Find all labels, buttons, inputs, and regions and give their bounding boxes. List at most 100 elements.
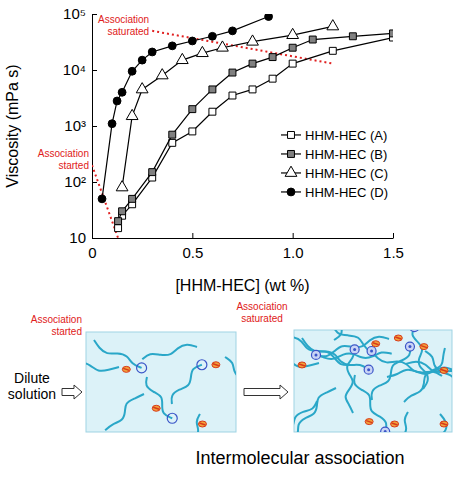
- tick: 1.0: [283, 233, 304, 261]
- hydrophobe: [167, 413, 177, 423]
- data-point: [208, 32, 216, 40]
- association-site: [391, 421, 399, 427]
- data-point: [269, 75, 276, 82]
- data-point: [156, 69, 168, 79]
- data-point: [390, 30, 393, 37]
- hydrophobe: [137, 363, 147, 373]
- association-link: [366, 421, 372, 423]
- data-point: [115, 225, 122, 232]
- legend-entry: HHM-HEC (A): [281, 128, 387, 143]
- tick-label: 0: [88, 244, 96, 261]
- annotation-label: Associationstarted: [38, 148, 89, 171]
- tick-mark: [293, 233, 294, 238]
- polymer-chain: [412, 330, 427, 389]
- data-point: [113, 97, 121, 105]
- polymer-chain: [146, 377, 172, 418]
- association-link: [123, 368, 129, 370]
- data-point: [327, 20, 339, 30]
- tick: 10⁴: [63, 61, 97, 78]
- legend-entry: HHM-HEC (D): [281, 185, 388, 200]
- y-axis-title: Viscosity (mPa s): [4, 64, 21, 187]
- tick-label: 1.0: [283, 244, 304, 261]
- legend-marker: [287, 188, 295, 196]
- association-link: [213, 364, 219, 366]
- data-point: [309, 36, 316, 43]
- data-point: [176, 53, 188, 63]
- data-point: [289, 44, 296, 51]
- legend-label: HHM-HEC (A): [305, 128, 387, 143]
- association-site: [365, 419, 373, 425]
- association-link: [299, 364, 305, 366]
- arrow: [62, 385, 82, 399]
- diagram: Dilutesolution Associationstarted Associat…: [8, 285, 460, 476]
- tick: 10⁵: [63, 5, 97, 22]
- association-link: [199, 423, 205, 425]
- association-link: [441, 423, 447, 425]
- series-line: [102, 17, 269, 199]
- annotation-label: Associationsaturated: [98, 14, 149, 37]
- data-point: [148, 48, 156, 56]
- data-point: [265, 14, 273, 20]
- association-site: [394, 335, 402, 341]
- polymer-chain: [294, 388, 336, 432]
- hydrophobe-core: [314, 353, 317, 356]
- series: [115, 30, 393, 225]
- data-point: [189, 128, 196, 135]
- data-point: [168, 42, 176, 50]
- hydrophobe-core: [408, 345, 411, 348]
- tick-mark: [92, 14, 97, 15]
- diagram-label: Dilutesolution: [8, 370, 56, 402]
- data-point: [269, 54, 276, 61]
- polymer-chain: [306, 330, 370, 352]
- data-point: [188, 37, 196, 45]
- legend-marker: [288, 131, 295, 138]
- association-site: [420, 344, 428, 350]
- series-line: [122, 26, 333, 187]
- tick-mark: [92, 182, 97, 183]
- tick-mark: [92, 238, 97, 239]
- data-point: [115, 218, 122, 225]
- polymer-chain: [387, 367, 452, 377]
- x-axis: 00.51.01.5: [88, 233, 404, 261]
- legend-marker: [288, 150, 295, 157]
- tick-label: 10⁴: [63, 61, 86, 78]
- polymer-chain: [334, 330, 370, 340]
- y-axis: 10 10² 10³ 10⁴ 10⁵: [63, 5, 97, 246]
- hydrophobe: [311, 350, 320, 359]
- tick-label: 10⁵: [63, 5, 86, 22]
- data-point: [217, 41, 229, 51]
- polymer-chain: [142, 345, 197, 360]
- data-point: [149, 169, 156, 176]
- polymer-chain: [294, 337, 351, 365]
- plot-area: [92, 14, 393, 238]
- step-label: Associationstarted: [31, 314, 82, 337]
- association-site: [440, 421, 448, 427]
- legend-label: HHM-HEC (B): [305, 147, 387, 162]
- data-point: [249, 60, 256, 67]
- panel-content: [294, 330, 452, 432]
- association-link: [373, 343, 379, 345]
- tick: 10³: [64, 117, 97, 134]
- hydrophobe-core: [384, 430, 387, 432]
- association-link: [392, 423, 398, 425]
- data-point: [98, 195, 106, 203]
- hydrophobe: [405, 342, 414, 351]
- tick-mark: [192, 233, 193, 238]
- data-point: [329, 47, 336, 54]
- step-label: Associationsaturated: [236, 301, 287, 324]
- data-point: [169, 131, 176, 138]
- association-site: [372, 341, 380, 347]
- association-site: [440, 367, 448, 373]
- tick: 10: [69, 229, 97, 246]
- polymer-chain: [105, 394, 144, 430]
- hydrophobe: [367, 347, 376, 356]
- association-link: [441, 369, 447, 371]
- hydrophobe: [364, 365, 373, 374]
- hydrophobe: [381, 427, 390, 432]
- legend-entry: HHM-HEC (C): [281, 166, 388, 181]
- figure: 00.51.01.51010²10³10⁴10⁵[HHM-HEC] (wt %)…: [0, 0, 460, 479]
- data-point: [119, 208, 126, 215]
- tick-label: 10²: [64, 173, 86, 190]
- legend: HHM-HEC (A) HHM-HEC (B) HHM-HEC (C) HHM-HEC…: [281, 128, 388, 200]
- tick-label: 0.5: [182, 244, 203, 261]
